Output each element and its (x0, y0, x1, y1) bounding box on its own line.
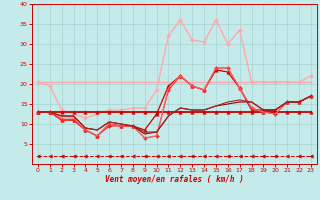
X-axis label: Vent moyen/en rafales ( km/h ): Vent moyen/en rafales ( km/h ) (105, 175, 244, 184)
